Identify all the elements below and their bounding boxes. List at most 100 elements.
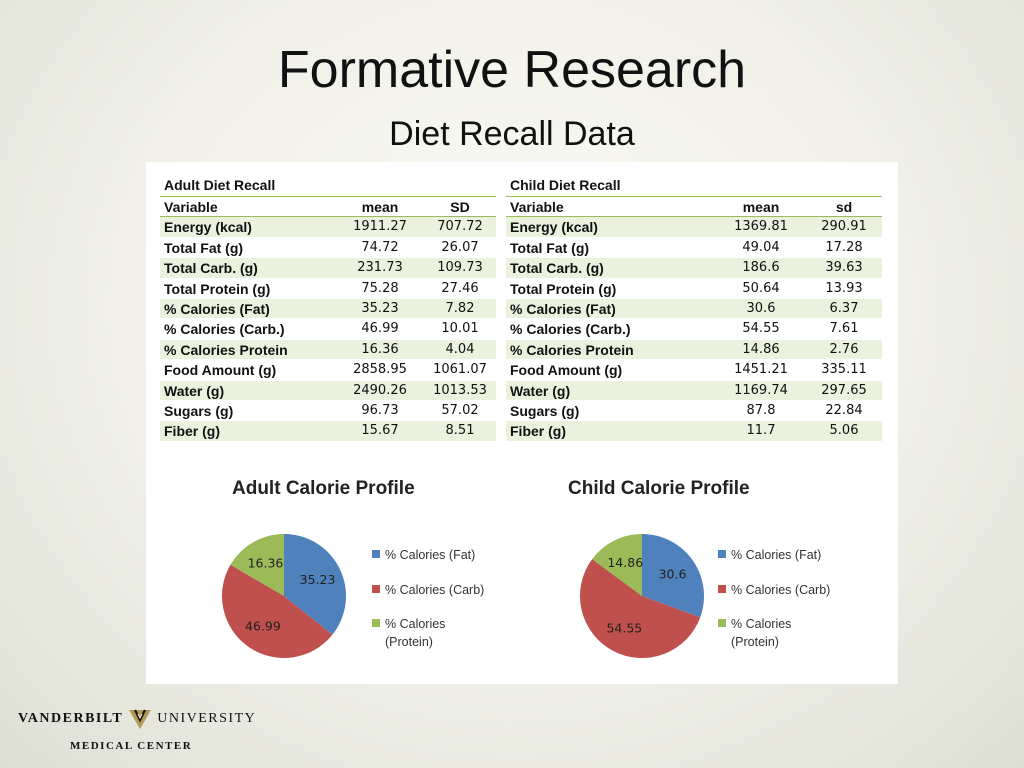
child-table-title: Child Diet Recall [506, 174, 882, 197]
table-row: Energy (kcal) 1369.81 290.91 [506, 217, 882, 238]
mean-cell: 16.36 [361, 341, 399, 357]
pie-data-label: 35.23 [300, 572, 336, 587]
variable-cell: Total Fat (g) [510, 239, 590, 256]
sd-cell: 290.91 [821, 219, 867, 235]
pie-data-label: 30.6 [659, 567, 687, 582]
variable-cell: % Calories (Carb.) [510, 321, 631, 338]
variable-cell: Sugars (g) [164, 402, 234, 419]
legend-item-carb: % Calories (Carb) [372, 581, 502, 599]
sd-cell: sd [835, 199, 853, 215]
table-row: % Calories (Carb.) 46.99 10.01 [160, 319, 496, 340]
table-row: Water (g) 1169.74 297.65 [506, 380, 882, 401]
mean-cell: 35.23 [361, 300, 399, 316]
variable-cell: Total Carb. (g) [164, 260, 258, 277]
variable-cell: Total Protein (g) [510, 280, 617, 297]
mean-cell: 15.67 [361, 423, 399, 439]
pie-data-label: 14.86 [607, 555, 643, 570]
mean-cell: 2490.26 [353, 382, 407, 398]
adult-pie-svg: 35.23 46.99 16.36 [221, 534, 346, 659]
legend-item-carb: % Calories (Carb) [718, 581, 848, 599]
pie-data-label: 54.55 [606, 621, 642, 636]
mean-cell: 14.86 [742, 341, 780, 357]
variable-cell: % Calories (Fat) [510, 300, 616, 317]
table-row: Food Amount (g) 1451.21 335.11 [506, 360, 882, 381]
mean-cell: 2858.95 [353, 362, 407, 378]
pie-slice-fat [284, 534, 346, 635]
table-row: Energy (kcal) 1911.27 707.72 [160, 217, 496, 238]
variable-cell: Total Fat (g) [164, 239, 244, 256]
table-row: % Calories (Fat) 30.6 6.37 [506, 298, 882, 320]
sd-cell: 10.01 [441, 321, 479, 337]
sd-cell: 39.63 [825, 260, 863, 276]
sd-cell: 2.76 [829, 341, 859, 357]
legend-swatch [718, 585, 726, 593]
legend-swatch [372, 550, 380, 558]
chart-title: Adult Calorie Profile [232, 478, 415, 499]
table-row: Total Carb. (g) 231.73 109.73 [160, 258, 496, 279]
child-calorie-profile-chart: Child Calorie Profile 30.6 54.55 14.86 % C… [522, 462, 898, 684]
table-row: Fiber (g) 15.67 8.51 [160, 421, 496, 442]
sd-cell: 22.84 [825, 402, 863, 418]
table-row: % Calories (Fat) 35.23 7.82 [160, 298, 496, 320]
pie-slice-protein [592, 534, 642, 596]
table-row: Total Fat (g) 49.04 17.28 [506, 238, 882, 259]
logo-word-university: UNIVERSITY [157, 711, 257, 726]
mean-cell: 186.6 [742, 260, 780, 276]
table-row: Sugars (g) 87.8 22.84 [506, 401, 882, 422]
adult-table-title: Adult Diet Recall [160, 174, 496, 197]
table-row: % Calories Protein 16.36 4.04 [160, 339, 496, 361]
slide-title: Formative Research [277, 41, 747, 99]
variable-cell: % Calories Protein [510, 341, 634, 358]
variable-cell: Total Protein (g) [164, 280, 271, 297]
mean-cell: 30.6 [746, 300, 776, 316]
mean-cell: mean [361, 199, 399, 215]
sd-cell: 17.28 [825, 239, 863, 255]
mean-cell: 1369.81 [734, 219, 788, 235]
legend-label: % Calories (Fat) [731, 548, 822, 562]
table-row: % Calories Protein 14.86 2.76 [506, 339, 882, 361]
mean-cell: 49.04 [742, 239, 780, 255]
logo-medical-center: MEDICAL CENTER [70, 740, 193, 752]
variable-cell: % Calories Protein [164, 341, 288, 358]
variable-cell: % Calories (Carb.) [164, 321, 285, 338]
content-panel: Adult Diet Recall Variable mean SD Energy (… [146, 162, 898, 684]
mean-cell: 231.73 [357, 260, 403, 276]
legend-swatch [372, 619, 380, 627]
table-row: Fiber (g) 11.7 5.06 [506, 421, 882, 442]
sd-cell: 4.04 [445, 341, 475, 357]
variable-cell: Fiber (g) [510, 423, 566, 440]
table-row: Total Fat (g) 74.72 26.07 [160, 238, 496, 259]
legend-swatch [372, 585, 380, 593]
sd-cell: 8.51 [445, 423, 475, 439]
sd-cell: 6.37 [829, 300, 859, 316]
mean-cell: 46.99 [361, 321, 399, 337]
sd-cell: 26.07 [441, 239, 479, 255]
legend-item-protein: % Calories (Protein) [372, 615, 502, 651]
mean-cell: mean [742, 199, 780, 215]
sd-cell: 335.11 [821, 362, 867, 378]
legend-label: % Calories (Carb) [385, 583, 485, 597]
table-row: Total Protein (g) 75.28 27.46 [160, 279, 496, 299]
mean-cell: 50.64 [742, 280, 780, 296]
sd-cell: 297.65 [821, 382, 867, 398]
variable-cell: Sugars (g) [510, 402, 580, 419]
variable-cell: Fiber (g) [164, 423, 220, 440]
legend-item-fat: % Calories (Fat) [718, 546, 848, 564]
sd-cell: 1013.53 [433, 382, 487, 398]
sd-cell: 707.72 [437, 219, 483, 235]
table-header-row: Variable mean SD [160, 197, 496, 218]
child-diet-recall-table: Child Diet Recall Variable mean sd Energy (… [506, 174, 882, 442]
chart-title: Child Calorie Profile [568, 478, 750, 499]
sd-cell: 7.61 [829, 321, 859, 337]
legend-swatch [718, 619, 726, 627]
variable-cell: Water (g) [164, 382, 225, 399]
logo-word-vanderbilt: VANDERBILT [18, 711, 124, 726]
legend-label: % Calories (Fat) [385, 548, 476, 562]
legend-label: % Calories (Protein) [731, 617, 792, 649]
sd-cell: 7.82 [445, 300, 475, 316]
adult-calorie-profile-chart: Adult Calorie Profile 35.23 46.99 16.36 % … [146, 462, 522, 684]
table-row: Total Protein (g) 50.64 13.93 [506, 279, 882, 299]
variable-cell: % Calories (Fat) [164, 300, 270, 317]
mean-cell: 87.8 [746, 402, 776, 418]
mean-cell: 54.55 [742, 321, 780, 337]
